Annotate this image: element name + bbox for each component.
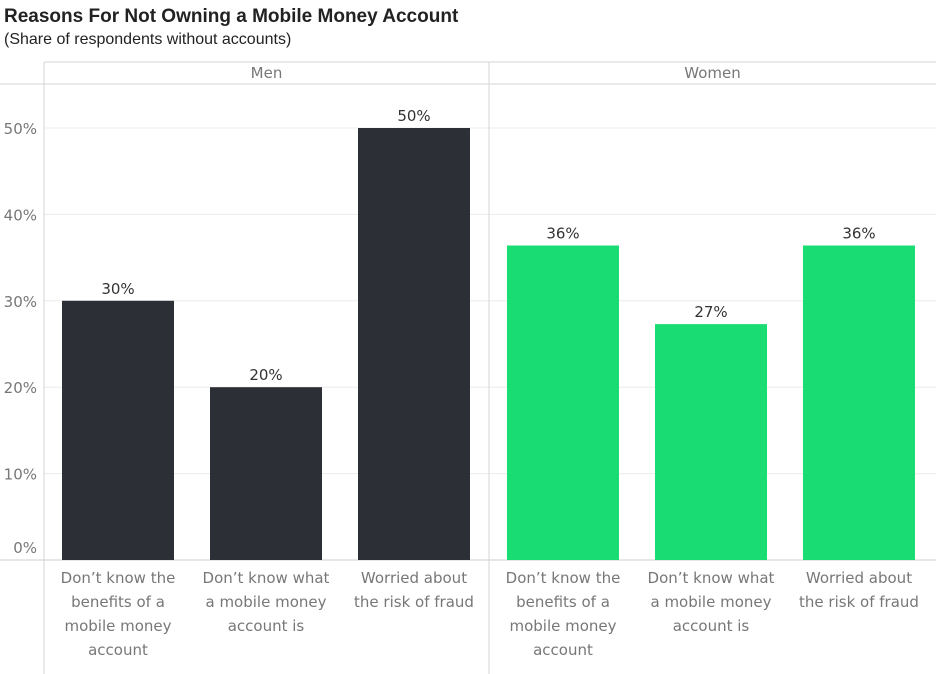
data-label: 50% — [397, 107, 430, 125]
bar — [655, 324, 767, 560]
bar — [507, 245, 619, 560]
x-tick-label: benefits of a — [516, 593, 610, 611]
data-label: 30% — [101, 280, 134, 298]
x-tick-label: Don’t know what — [203, 569, 330, 587]
bar — [358, 128, 470, 560]
bar — [62, 300, 174, 560]
x-tick-label: the risk of fraud — [799, 593, 919, 611]
x-tick-label: account — [533, 641, 593, 659]
data-label: 36% — [842, 225, 875, 243]
y-tick-label: 50% — [4, 120, 37, 138]
x-tick-label: mobile money — [64, 617, 171, 635]
y-tick-label: 0% — [13, 539, 37, 557]
x-tick-label: a mobile money — [205, 593, 326, 611]
data-label: 36% — [546, 225, 579, 243]
x-tick-label: a mobile money — [650, 593, 771, 611]
panel-header-men: Men — [251, 64, 283, 82]
x-tick-label: account — [88, 641, 148, 659]
x-tick-label: Worried about — [361, 569, 467, 587]
x-tick-label: Don’t know what — [648, 569, 775, 587]
x-tick-label: benefits of a — [71, 593, 165, 611]
panel-header-women: Women — [684, 64, 740, 82]
bar — [210, 387, 322, 560]
x-tick-label: Don’t know the — [506, 569, 621, 587]
bar — [803, 245, 915, 560]
y-tick-label: 10% — [4, 466, 37, 484]
x-tick-label: the risk of fraud — [354, 593, 474, 611]
chart-subtitle: (Share of respondents without accounts) — [4, 31, 292, 48]
data-label: 20% — [249, 366, 282, 384]
y-tick-label: 20% — [4, 379, 37, 397]
x-tick-label: Worried about — [806, 569, 912, 587]
data-label: 27% — [694, 303, 727, 321]
y-tick-label: 40% — [4, 206, 37, 224]
y-tick-label: 30% — [4, 293, 37, 311]
chart-title: Reasons For Not Owning a Mobile Money Ac… — [4, 6, 459, 27]
x-tick-label: Don’t know the — [61, 569, 176, 587]
x-tick-label: account is — [673, 617, 750, 635]
x-tick-label: mobile money — [509, 617, 616, 635]
x-tick-label: account is — [228, 617, 305, 635]
